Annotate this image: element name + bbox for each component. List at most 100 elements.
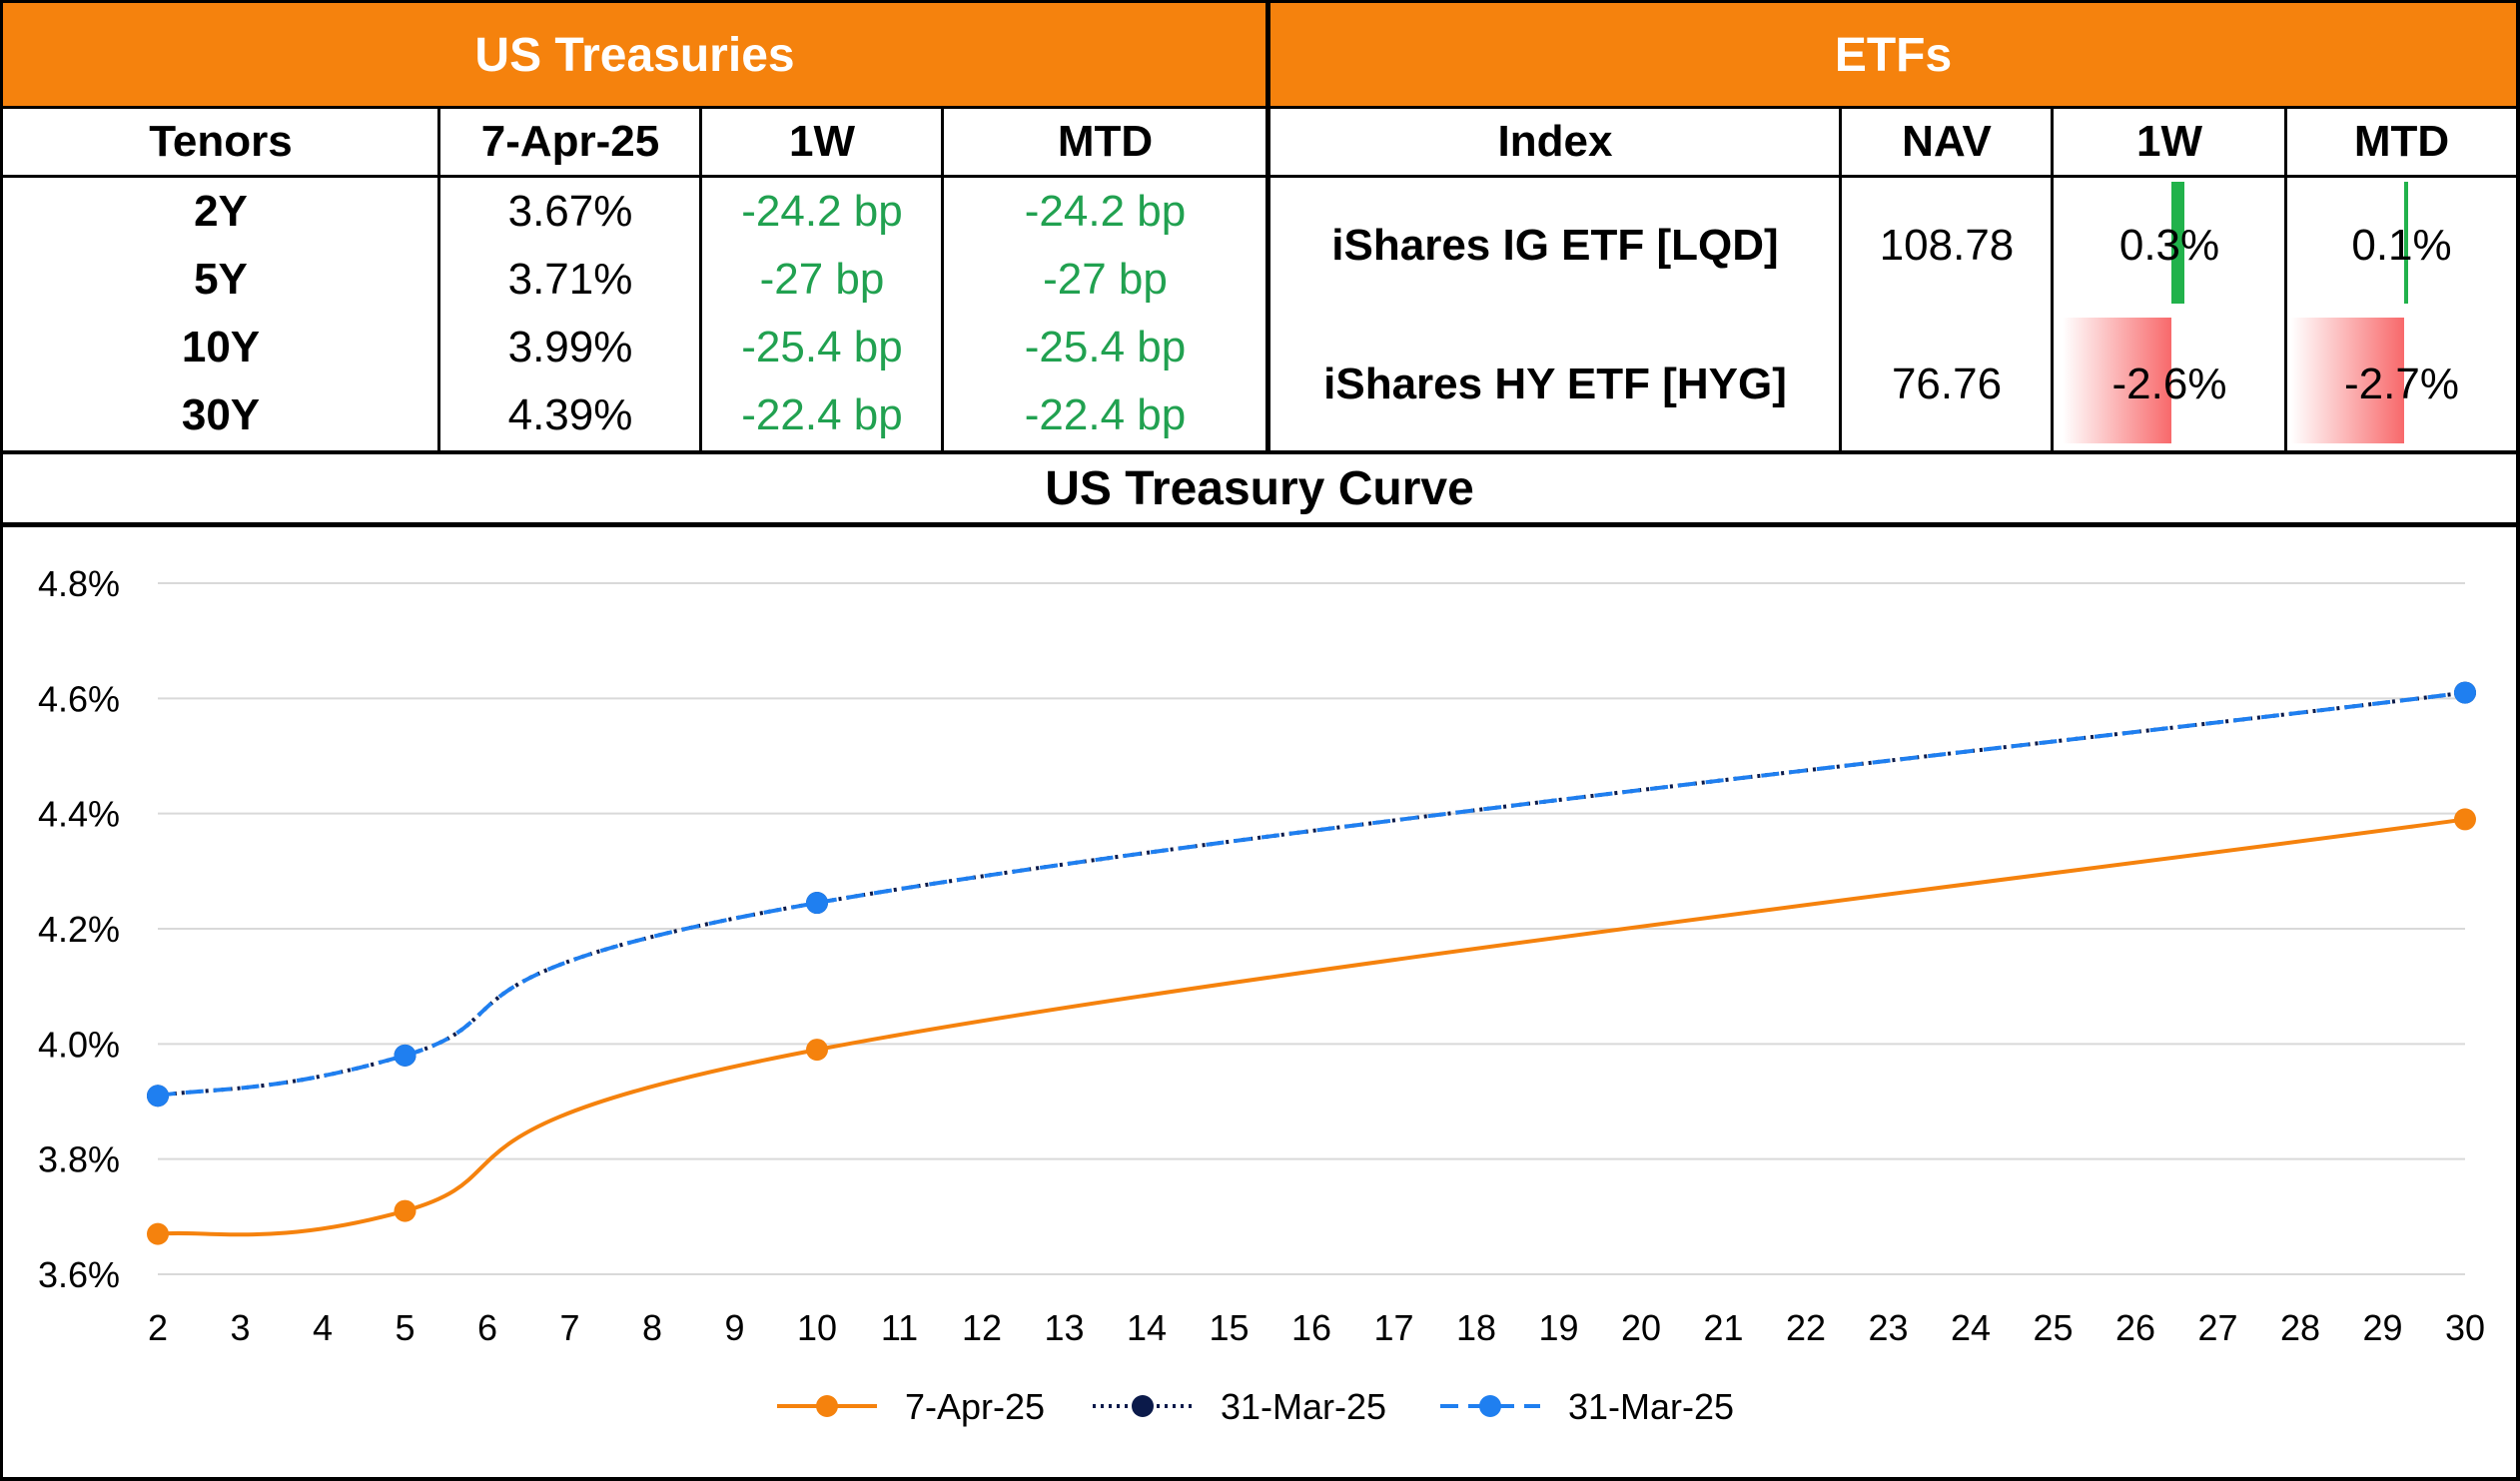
border-right [2516,0,2520,1481]
series-point-2 [2454,681,2476,704]
data-bar-hyg-1w [2062,318,2171,443]
y-tick-label: 4.0% [38,1024,120,1065]
col-date: 7-Apr-25 [440,109,700,175]
x-tick-label: 5 [395,1307,415,1348]
series-point-3 [806,892,828,915]
vline-t3 [941,109,944,451]
x-tick-label: 23 [1868,1307,1908,1348]
col-nav: NAV [1842,109,2052,175]
legend-label: 31-Mar-25 [1568,1386,1734,1427]
vline-e1 [1839,109,1842,451]
x-tick-label: 8 [642,1307,662,1348]
x-tick-label: 10 [797,1307,837,1348]
x-tick-label: 27 [2197,1307,2237,1348]
legend-label: 31-Mar-25 [1221,1386,1386,1427]
x-tick-label: 30 [2445,1307,2485,1348]
y-tick-label: 3.6% [38,1254,120,1295]
series-point-3 [394,1044,417,1067]
x-tick-label: 24 [1951,1307,1991,1348]
series-point-3 [2454,681,2476,704]
x-tick-label: 18 [1456,1307,1496,1348]
series-point-3 [147,1085,169,1108]
x-tick-label: 13 [1044,1307,1084,1348]
data-bar-lqd-mtd [2404,182,2409,304]
series-point-2 [806,892,828,915]
tenor-10y: 10Y [181,323,261,371]
divider-title-bottom [0,522,2520,527]
legend-swatch-marker [1132,1395,1154,1417]
legend-swatch-marker [816,1395,838,1417]
x-tick-label: 21 [1703,1307,1743,1348]
x-tick-label: 19 [1538,1307,1578,1348]
series-point-1 [806,1039,828,1062]
series-point-2 [147,1085,169,1108]
x-tick-label: 17 [1373,1307,1413,1348]
border-top [0,0,2520,3]
x-tick-label: 22 [1786,1307,1826,1348]
x-tick-label: 7 [559,1307,579,1348]
y-tick-label: 4.6% [38,678,120,719]
series-point-1 [394,1199,417,1222]
etf-nav-hyg: 76.76 [1891,360,2003,408]
x-tick-label: 15 [1209,1307,1249,1348]
data-bar-lqd-1w [2171,182,2184,304]
yield-2y: 3.67% [507,187,633,236]
x-tick-label: 12 [962,1307,1002,1348]
series-point-1 [2454,808,2476,831]
chart-title: US Treasury Curve [1045,461,1474,515]
mtd-30y: -22.4 bp [1024,390,1187,439]
series-line-1 [157,817,2466,1237]
x-tick-label: 16 [1291,1307,1331,1348]
yield-10y: 3.99% [507,323,633,371]
data-bar-hyg-mtd [2290,318,2404,443]
border-left [0,0,3,1481]
etfs-header: ETFs [1270,3,2516,107]
x-tick-label: 29 [2362,1307,2402,1348]
yield-5y: 3.71% [507,255,633,304]
border-bottom [0,1477,2520,1481]
y-tick-label: 4.8% [38,563,120,604]
x-tick-label: 4 [313,1307,333,1348]
col-mtd: MTD [944,109,1266,175]
x-tick-label: 2 [148,1307,168,1348]
series-point-1 [147,1222,169,1245]
col-etf-1w: 1W [2054,109,2285,175]
y-tick-label: 4.2% [38,909,120,950]
divider-header [0,106,2520,109]
w1-5y: -27 bp [759,255,885,304]
col-tenors: Tenors [3,109,438,175]
y-tick-label: 3.8% [38,1139,120,1180]
vline-t2 [699,109,702,451]
col-1w: 1W [702,109,942,175]
x-tick-label: 28 [2280,1307,2320,1348]
w1-10y: -25.4 bp [741,323,903,371]
divider-colheader [0,175,2520,178]
col-etf-mtd: MTD [2287,109,2516,175]
series-line-2 [157,690,2466,1099]
mtd-10y: -25.4 bp [1024,323,1187,371]
x-tick-label: 26 [2115,1307,2155,1348]
divider-table-bottom [0,450,2520,454]
legend-label: 7-Apr-25 [905,1386,1045,1427]
x-tick-label: 25 [2033,1307,2073,1348]
w1-30y: -22.4 bp [741,390,903,439]
y-tick-label: 4.4% [38,794,120,835]
etf-mtd-lqd: 0.1% [2351,221,2452,270]
vline-e2 [2051,109,2054,451]
etf-name-hyg: iShares HY ETF [HYG] [1323,360,1787,408]
x-tick-label: 14 [1127,1307,1167,1348]
x-tick-label: 20 [1621,1307,1661,1348]
etf-1w-lqd: 0.3% [2118,221,2220,270]
yield-30y: 4.39% [507,390,633,439]
x-tick-label: 3 [230,1307,250,1348]
col-index: Index [1270,109,1840,175]
etf-name-lqd: iShares IG ETF [LQD] [1331,221,1779,270]
w1-2y: -24.2 bp [741,187,903,236]
tenor-5y: 5Y [194,255,248,304]
vline-t1 [437,109,440,451]
etf-nav-lqd: 108.78 [1879,221,2015,270]
tenor-2y: 2Y [194,187,248,236]
treasuries-header: US Treasuries [3,3,1266,107]
etf-1w-hyg: -2.6% [2111,360,2227,408]
mtd-5y: -27 bp [1043,255,1168,304]
